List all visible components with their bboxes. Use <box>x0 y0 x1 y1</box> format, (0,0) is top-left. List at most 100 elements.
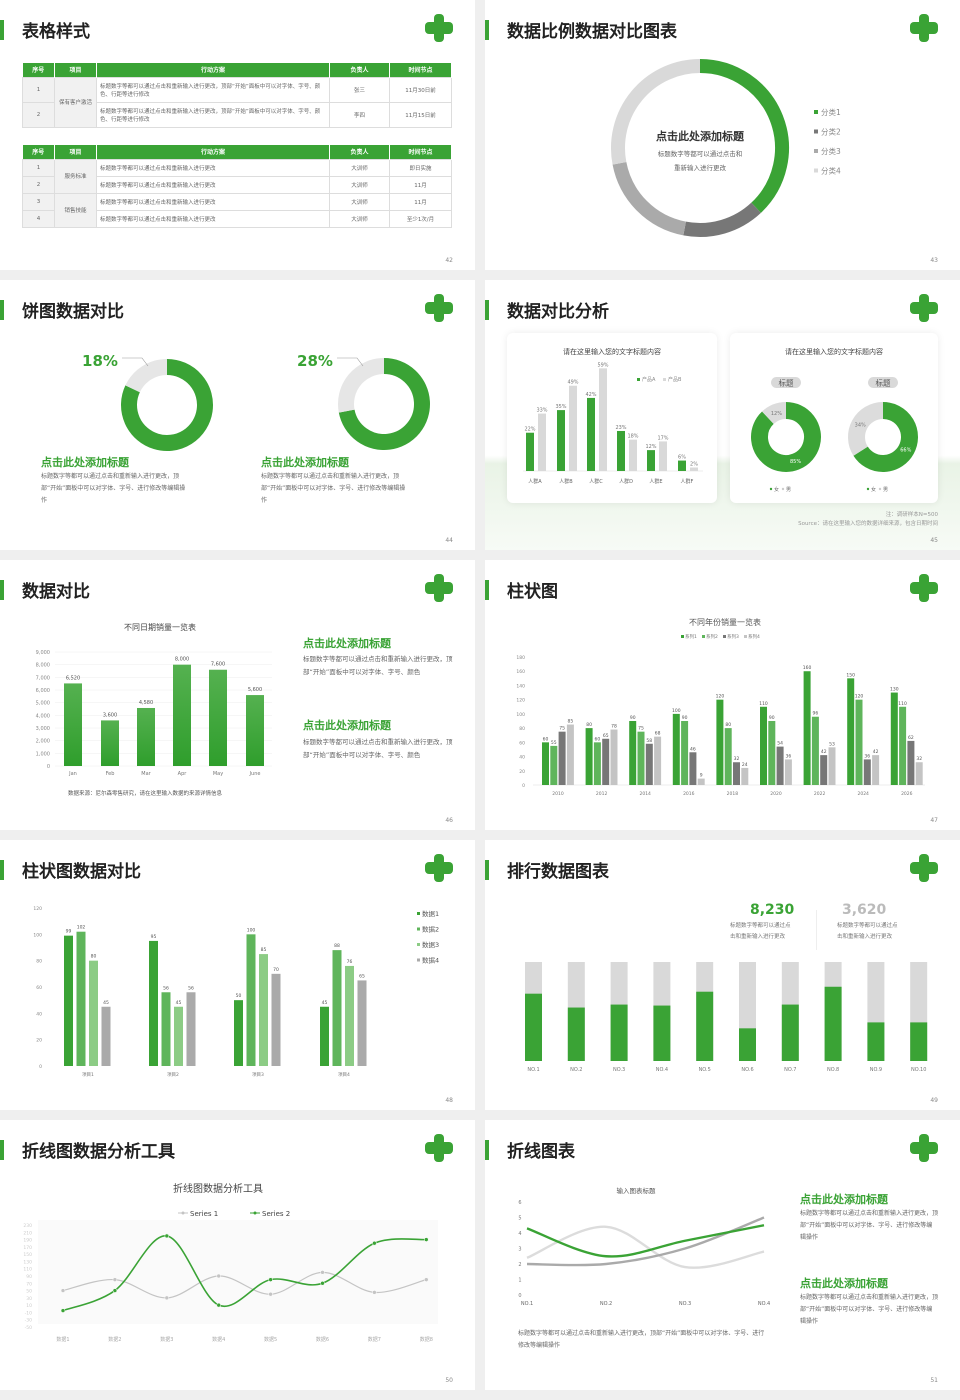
data-label: 90 <box>682 715 688 721</box>
slide-43: 数据比例数据对比图表 分类1 分类2 分类3 分类4 点击此处添加标题 标题数字等都可… <box>485 0 960 270</box>
y-tick-label: 150 <box>23 1252 32 1258</box>
page-number: 50 <box>445 1377 453 1384</box>
data-label: 46 <box>690 746 696 752</box>
data-label: 3,600 <box>103 712 117 718</box>
data-label: 99 <box>66 929 72 935</box>
x-tick-label: 2026 <box>901 791 913 797</box>
bar <box>610 729 618 785</box>
th: 时间节点 <box>389 63 452 77</box>
x-tick-label: May <box>213 771 223 777</box>
bar <box>538 413 546 471</box>
legend-swatch <box>637 378 640 381</box>
donut-segment <box>121 359 213 451</box>
y-tick-label: 0 <box>522 783 525 789</box>
bar <box>174 1006 183 1066</box>
x-tick-label: NO.4 <box>656 1067 668 1073</box>
table-row: 3 销售技能 标题数字等都可以通过点击和重新输入进行更改 大训师 11月 <box>22 192 452 228</box>
green-cross-icon <box>425 854 453 882</box>
badge <box>868 377 898 388</box>
chart-title: 不同日期销量一览表 <box>124 622 196 632</box>
legend-swatch <box>663 378 666 381</box>
cell: 1 <box>22 158 55 177</box>
data-point <box>216 1273 221 1279</box>
table-row: 1 服务标准 标题数字等都可以通过点击和重新输入进行更改 大训师 即日实施 <box>22 158 452 194</box>
x-tick-label: 数据1 <box>56 1336 69 1343</box>
y-tick-label: 40 <box>519 755 525 761</box>
legend-swatch <box>417 927 420 931</box>
y-tick-label: 3,000 <box>36 726 50 732</box>
chart-title: 折线图数据分析工具 <box>173 1182 263 1195</box>
legend-label: 系列4 <box>748 633 760 640</box>
bar <box>739 1028 756 1061</box>
bar <box>101 1006 111 1066</box>
bar <box>741 767 749 785</box>
item-text: 标题数字等都可以通过点击和重新输入进行更改，顶部“开始”面板中可以对字体、字号、… <box>800 1210 939 1241</box>
x-tick-label: 人群A <box>528 478 542 485</box>
data-label: 9 <box>700 773 703 779</box>
data-label: 55 <box>551 740 557 746</box>
data-label: 22% <box>524 427 535 433</box>
bar <box>696 991 714 1061</box>
source: Source：请在这里输入您的数据详细来源，包含日期时间 <box>798 521 938 527</box>
x-tick-label: 人群D <box>619 478 633 485</box>
data-label: 45 <box>103 1000 109 1006</box>
y-tick-label: 0 <box>47 764 50 770</box>
cell: 11月 <box>389 192 452 211</box>
donut-segment <box>612 161 687 236</box>
bar <box>186 992 196 1066</box>
y-tick-label: 6,000 <box>36 688 50 694</box>
bar <box>585 728 593 785</box>
data-point <box>320 1270 325 1275</box>
legend-label: 系列2 <box>706 633 718 640</box>
stat-text: 击和重新输入进行更改 <box>837 934 893 940</box>
bar <box>760 706 767 785</box>
bar <box>653 1005 671 1061</box>
line-chart: 输入图表标题 0 1 2 3 4 5 6 NO.1 NO.2 NO.3 NO.4 <box>518 1186 770 1307</box>
legend-label: 分类2 <box>821 127 841 137</box>
page-number: 46 <box>445 817 453 824</box>
legend-label: 分类1 <box>821 107 841 117</box>
data-label: 56 <box>188 985 194 991</box>
bar <box>610 1004 628 1061</box>
y-tick-label: 90 <box>26 1274 32 1280</box>
y-tick-label: 190 <box>23 1238 32 1244</box>
bar <box>332 950 342 1066</box>
bar <box>602 738 610 785</box>
slide-44: 饼图数据对比 18% 28% 点击此处添加标题 标题数字等都可以通过点击和重新输入… <box>0 280 475 550</box>
legend-swatch <box>814 110 818 114</box>
bar <box>137 707 155 766</box>
cell: 标题数字等都可以通过点击和重新输入进行更改 <box>96 158 330 177</box>
bar <box>557 410 565 471</box>
data-label: 45 <box>322 1000 328 1006</box>
green-cross-icon <box>425 574 453 602</box>
stat-text: 标题数字等都可以通过点 <box>837 923 898 929</box>
y-tick-label: 70 <box>26 1281 32 1287</box>
y-tick-label: 0 <box>39 1064 42 1070</box>
y-tick-label: 110 <box>23 1267 32 1273</box>
data-label: 85 <box>261 947 267 953</box>
stat-text: 标题数字等都可以通过点 <box>730 923 791 929</box>
y-tick-label: 20 <box>519 769 525 775</box>
cell: 11月 <box>389 175 452 194</box>
page-number: 42 <box>445 257 453 264</box>
x-tick-label: NO.5 <box>699 1067 711 1073</box>
donut-segment <box>338 358 430 450</box>
bar <box>733 762 740 785</box>
bar <box>716 699 724 785</box>
center-title: 点击此处添加标题 <box>656 130 744 143</box>
page-number: 47 <box>930 817 938 824</box>
data-point <box>112 1288 118 1293</box>
bar <box>629 721 637 785</box>
data-label: 5,600 <box>248 687 262 693</box>
cell: 标题数字等都可以通过点击和重新输入进行更改，顶部“开始”面板中可以对字体、字号、… <box>96 101 330 128</box>
series-line <box>62 1271 427 1299</box>
th: 负责人 <box>329 63 390 77</box>
bar <box>566 724 574 785</box>
bar <box>246 695 264 766</box>
legend-label: 系列3 <box>727 633 739 640</box>
data-label: 36 <box>786 753 792 759</box>
item-heading: 点击此处添加标题 <box>800 1277 888 1290</box>
data-point <box>424 1237 429 1242</box>
x-tick-label: 项目1 <box>82 1072 94 1078</box>
